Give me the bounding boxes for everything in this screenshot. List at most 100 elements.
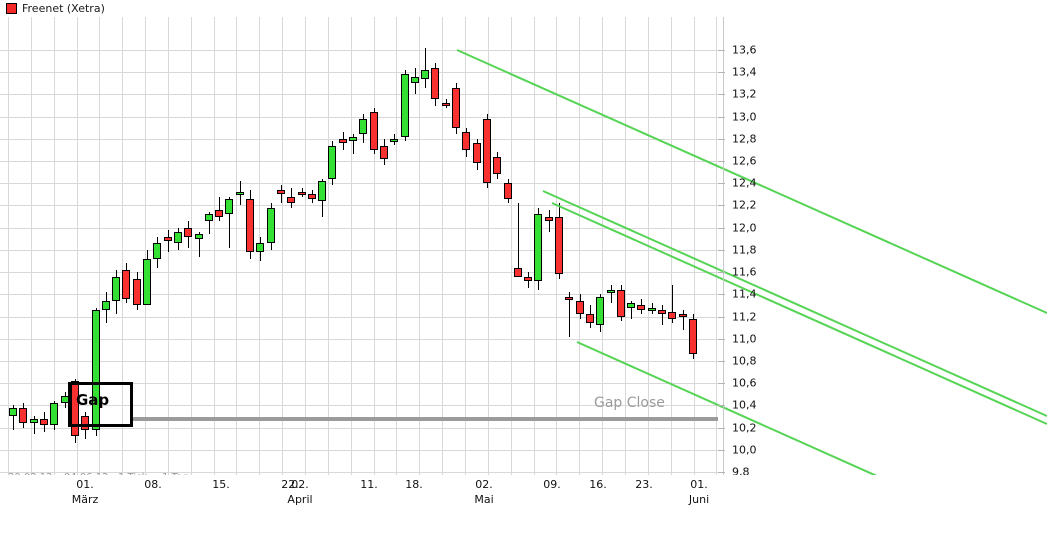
gap-annotation-label: Gap [76, 391, 110, 409]
gap-annotation-box[interactable] [68, 382, 133, 427]
y-axis-tick [718, 183, 725, 185]
gridline-horizontal [0, 183, 718, 185]
y-axis: 13,6 13,4 13,2 13,0 12,8 12,6 12,4 12,2 12,0 11,8… [718, 17, 1047, 479]
y-axis-tick [718, 294, 725, 296]
gridline-vertical [305, 17, 306, 475]
y-axis-tick [718, 427, 725, 429]
candle-body-down [277, 189, 285, 195]
y-axis-label: 12,6 [732, 154, 757, 168]
y-axis-tick [718, 161, 725, 163]
candle-wick [34, 416, 35, 435]
candle-body-down [298, 192, 306, 196]
gridline-vertical [419, 17, 420, 475]
candle-body-up [411, 76, 419, 84]
gridline-vertical [236, 17, 237, 475]
gap-close-label: Gap Close [594, 394, 665, 411]
y-axis-label: 10,2 [732, 421, 757, 435]
gridline-horizontal [0, 161, 718, 163]
chart-header: Freenet (Xetra) [0, 0, 1047, 17]
candle-body-up [9, 407, 17, 417]
candle-body-up [267, 207, 275, 244]
x-axis-label: 23. [635, 478, 653, 491]
candle-body-down [133, 278, 141, 306]
y-axis-tick [718, 116, 725, 118]
candle-wick [209, 212, 210, 235]
y-axis-tick [718, 249, 725, 251]
gridline-horizontal [0, 72, 718, 74]
gridline-vertical [214, 17, 215, 475]
candle-body-down [287, 196, 295, 204]
gridline-horizontal [0, 338, 718, 340]
candle-wick [425, 47, 426, 88]
candle-body-up [349, 136, 357, 142]
x-axis-label: 15. [212, 478, 230, 491]
gridline-vertical [8, 17, 9, 475]
y-axis-tick [718, 50, 725, 51]
x-axis-label: 16. [589, 478, 607, 491]
y-axis-tick [718, 405, 725, 407]
y-axis-label: 11,4 [732, 287, 757, 301]
candle-body-down [339, 138, 347, 144]
gridline-horizontal [0, 272, 718, 274]
candle-body-down [431, 67, 439, 99]
candle-body-down [19, 407, 27, 424]
candle-body-up [318, 181, 326, 202]
candle-body-up [174, 232, 182, 244]
gridline-horizontal [0, 94, 718, 96]
y-axis-tick [718, 272, 725, 274]
y-axis-label: 10,8 [732, 354, 757, 368]
candle-body-up [390, 138, 398, 142]
candle-body-down [71, 380, 79, 437]
series-color-swatch [6, 3, 17, 14]
candle-body-up [50, 403, 58, 426]
gridline-vertical [191, 17, 192, 475]
y-axis-tick [718, 449, 725, 451]
candle-wick [219, 196, 220, 221]
x-axis-month-label: März [71, 493, 99, 506]
y-axis-label: 12,8 [732, 132, 757, 146]
gridline-horizontal [0, 227, 718, 229]
gridline-horizontal [0, 360, 718, 362]
gridline-vertical [77, 17, 78, 475]
candle-body-down [184, 227, 192, 237]
candle-body-up [421, 69, 429, 79]
candle-body-down [380, 145, 388, 159]
y-axis-label: 12,2 [732, 198, 757, 212]
y-axis-tick [718, 72, 725, 74]
y-axis-label: 12,4 [732, 176, 757, 190]
candle-body-down [40, 418, 48, 426]
x-axis-label: 09. [543, 478, 561, 491]
gridline-vertical [442, 17, 443, 475]
y-axis-label: 13,4 [732, 65, 757, 79]
y-axis-label: 11,8 [732, 243, 757, 257]
candle-body-down [122, 269, 130, 299]
y-axis-tick [718, 383, 725, 385]
gridline-vertical [54, 17, 55, 475]
gridline-horizontal [0, 383, 718, 385]
candle-body-up [225, 198, 233, 215]
gridline-horizontal [0, 472, 718, 473]
candle-body-up [328, 145, 336, 179]
x-axis-month-label: Mai [474, 493, 494, 506]
y-axis-label: 13,2 [732, 87, 757, 101]
gridline-vertical [282, 17, 283, 475]
candle-body-down [246, 198, 254, 253]
x-axis-month-label: April [287, 493, 313, 506]
candle-body-up [92, 309, 100, 430]
gridline-horizontal [0, 294, 718, 296]
y-axis-label: 13,6 [732, 43, 757, 57]
x-axis-label: 01. [76, 478, 94, 491]
gridline-horizontal [0, 116, 718, 118]
candle-body-up [359, 118, 367, 135]
candle-wick [199, 232, 200, 257]
candle-body-up [30, 418, 38, 424]
y-axis-tick [718, 472, 725, 473]
gridline-horizontal [0, 50, 718, 51]
candle-body-up [236, 192, 244, 196]
candle-wick [13, 405, 14, 430]
gridline-horizontal [0, 316, 718, 318]
x-axis-label: 22. [281, 478, 299, 491]
x-axis-label: 02. [475, 478, 493, 491]
